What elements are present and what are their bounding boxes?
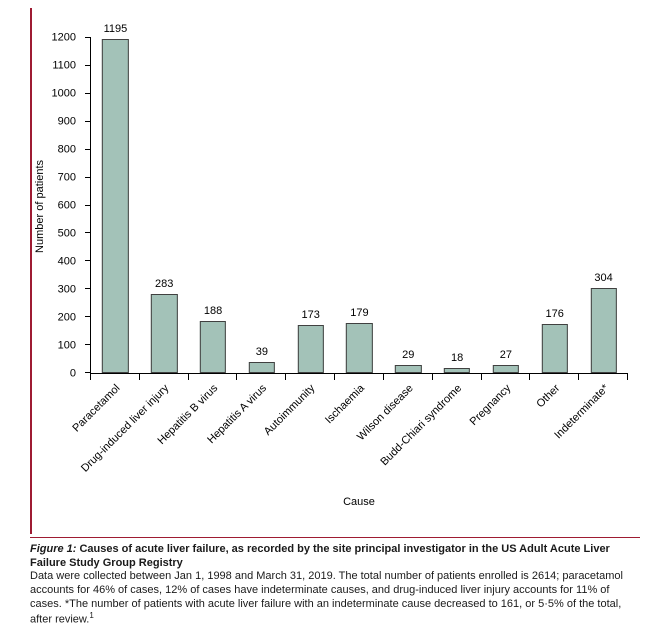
x-tick-mark	[285, 374, 287, 380]
bar-slot-other: 176	[530, 38, 579, 373]
x-tick-mark	[138, 374, 140, 380]
bar-hepatitis-b-virus	[199, 320, 227, 373]
y-tick-label: 500	[57, 227, 76, 240]
bar-slot-wilson-disease: 29	[384, 38, 433, 373]
y-tick-mark	[85, 204, 91, 206]
bar-slot-hepatitis-b-virus: 188	[189, 38, 238, 373]
bar-slot-indeterminate: 304	[579, 38, 628, 373]
bar-hepatitis-a-virus	[248, 362, 276, 373]
bar-indeterminate	[590, 288, 617, 373]
y-axis: 0 100 200 300 400 500 600 700 800 900 1000 1100 1200	[32, 32, 84, 379]
y-tick-label: 1100	[52, 59, 76, 72]
bar-value-label: 27	[499, 349, 513, 362]
bars: 1195 283 188 39 173 179 29 18 27 176 304	[91, 24, 628, 373]
x-tick-label: Other	[534, 382, 563, 411]
bar-autoimmunity	[297, 324, 324, 373]
x-tick-mark	[236, 374, 238, 380]
bar-slot-autoimmunity: 173	[286, 38, 335, 373]
figure-label: Figure 1:	[30, 543, 77, 555]
y-tick-mark	[85, 288, 91, 290]
x-tick-label: Drug-induced liver injury	[78, 382, 172, 475]
caption-title: Figure 1: Causes of acute liver failure, …	[30, 543, 640, 570]
x-tick-label: Paracetamol	[70, 382, 123, 435]
x-tick-label: Ischaemia	[322, 382, 367, 427]
y-tick-label: 200	[57, 311, 76, 324]
bar-wilson-disease	[395, 364, 422, 373]
bar-slot-paracetamol: 1195	[91, 24, 140, 373]
bar-slot-hepatitis-a-virus: 39	[237, 38, 286, 373]
y-tick-mark	[85, 92, 91, 94]
x-tick-mark	[529, 374, 531, 380]
caption-body: Data were collected between Jan 1, 1998 …	[30, 570, 640, 625]
bar-value-label: 188	[203, 304, 223, 317]
y-tick-mark	[85, 316, 91, 318]
x-tick-mark	[334, 374, 336, 380]
bar-value-label: 173	[301, 308, 320, 321]
bar-value-label: 18	[450, 351, 464, 364]
bar-slot-pregnancy: 27	[482, 38, 531, 373]
y-tick-label: 800	[57, 143, 76, 156]
y-tick-label: 400	[57, 255, 76, 268]
y-tick-mark	[85, 64, 91, 66]
caption-reference: 1	[89, 611, 94, 621]
bar-budd-chiari-syndrome	[443, 367, 471, 373]
y-tick-label: 0	[69, 367, 76, 380]
y-tick-label: 1200	[51, 31, 76, 44]
x-tick-mark	[627, 374, 628, 380]
caption-divider	[30, 537, 640, 538]
bar-pregnancy	[492, 365, 520, 373]
x-tick-mark	[90, 374, 91, 380]
bar-paracetamol	[102, 39, 129, 373]
y-tick-mark	[85, 372, 91, 373]
y-tick-mark	[85, 37, 91, 38]
y-tick-mark	[85, 344, 91, 346]
x-tick-mark	[431, 374, 433, 380]
y-tick-mark	[85, 148, 91, 150]
y-tick-mark	[85, 232, 91, 234]
bar-ischaemia	[346, 323, 373, 373]
x-tick-mark	[480, 374, 482, 380]
x-tick-label: Autoimmunity	[262, 382, 318, 438]
y-tick-label: 700	[57, 171, 76, 184]
x-labels: Paracetamol Drug-induced liver injury Hepa…	[70, 376, 628, 481]
figure-title-text: Causes of acute liver failure, as record…	[30, 543, 610, 569]
x-tick-mark	[187, 374, 189, 380]
y-tick-label: 1000	[51, 87, 76, 100]
y-tick-label: 900	[57, 115, 76, 128]
y-tick-label: 300	[57, 283, 76, 296]
bar-chart: Number of patients 0 100 200 300 400 500 600 70…	[32, 10, 636, 534]
y-tick-label: 100	[57, 339, 76, 352]
bar-value-label: 283	[155, 278, 174, 290]
bar-drug-induced-liver-injury	[151, 294, 178, 373]
bar-value-label: 179	[350, 307, 369, 320]
y-tick-label: 600	[57, 199, 76, 212]
x-tick-mark	[382, 374, 384, 380]
y-tick-mark	[85, 176, 91, 178]
plot-area: 1195 283 188 39 173 179 29 18 27 176 304	[85, 24, 628, 380]
y-tick-mark	[85, 260, 91, 262]
x-tick-label: Indeterminate*	[552, 382, 612, 442]
x-tick-mark	[578, 374, 580, 380]
bar-slot-ischaemia: 179	[335, 38, 384, 373]
bar-value-label: 176	[545, 307, 564, 320]
bar-value-label: 39	[255, 346, 268, 359]
caption-body-text: Data were collected between Jan 1, 1998 …	[30, 570, 623, 625]
bar-other	[541, 323, 568, 373]
y-tick-mark	[85, 120, 91, 122]
x-axis-title: Cause	[343, 496, 375, 508]
bar-slot-drug-induced-liver-injury: 283	[140, 38, 189, 373]
figure-caption: Figure 1: Causes of acute liver failure, …	[30, 543, 640, 625]
bar-value-label: 29	[402, 348, 415, 361]
bar-slot-budd-chiari-syndrome: 18	[433, 38, 482, 373]
bar-value-label: 304	[594, 272, 613, 285]
x-tick-label: Pregnancy	[467, 382, 514, 428]
bar-value-label: 1195	[103, 23, 128, 36]
accent-rule-vertical	[30, 8, 32, 534]
